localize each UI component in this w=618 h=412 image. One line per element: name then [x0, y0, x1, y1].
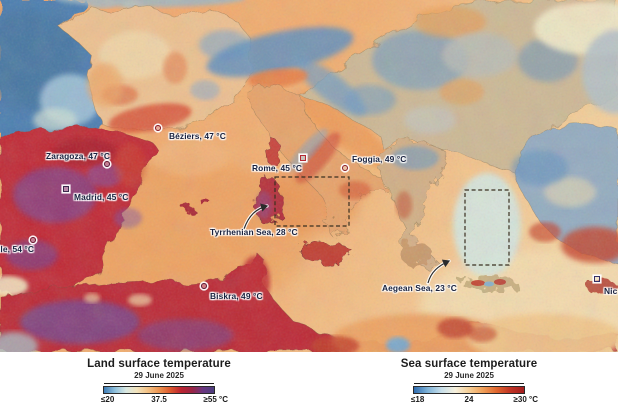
land-legend-title: Land surface temperature	[87, 358, 231, 370]
seville-partial-label: lle, 54 °C	[0, 244, 35, 254]
tyrrhenian-roi-box	[274, 176, 350, 227]
seville-partial-marker-circle-icon	[30, 237, 36, 243]
madrid-label: Madrid, 45 °C	[74, 192, 129, 202]
sea-legend-date: 29 June 2025	[444, 371, 494, 380]
land-legend-ticks: ≤20 37.5 ≥55 °C	[101, 395, 228, 405]
land-colorbar	[103, 386, 215, 394]
zaragoza-marker-circle-icon	[104, 161, 110, 167]
zaragoza-label: Zaragoza, 47 °C	[46, 151, 110, 161]
aegean-roi-box	[464, 189, 510, 266]
land-tick-max: ≥55 °C	[203, 395, 228, 404]
sea-unit: °C	[529, 395, 538, 404]
madrid-marker-square-icon	[63, 186, 69, 192]
land-legend: Land surface temperature 29 June 2025 ≤2…	[83, 352, 235, 412]
rome-label: Rome, 45 °C	[252, 163, 303, 173]
sea-legend: Sea surface temperature 29 June 2025 ≤18…	[393, 352, 545, 412]
nicosia-partial-marker-square-icon	[594, 276, 600, 282]
map-canvas	[0, 0, 618, 352]
land-unit: °C	[219, 395, 228, 404]
sea-legend-rule	[414, 383, 524, 384]
tyrrhenian-sea-label: Tyrrhenian Sea, 28 °C	[210, 227, 298, 237]
beziers-label: Béziers, 47 °C	[169, 131, 226, 141]
aegean-arrow	[426, 259, 451, 285]
sea-tick-min: ≤18	[411, 395, 425, 404]
land-legend-date: 29 June 2025	[134, 371, 184, 380]
biskra-marker-circle-icon	[201, 283, 207, 289]
foggia-label: Foggia, 49 °C	[352, 154, 407, 164]
land-tick-mid: 37.5	[151, 395, 167, 404]
sea-tick-max: ≥30 °C	[513, 395, 538, 404]
foggia-marker-circle-icon	[342, 165, 348, 171]
sea-legend-ticks: ≤18 24 ≥30 °C	[411, 395, 538, 405]
aegean-sea-label: Aegean Sea, 23 °C	[382, 283, 457, 293]
land-legend-rule	[104, 383, 214, 384]
rome-marker-square-icon	[300, 155, 306, 161]
biskra-label: Biskra, 49 °C	[210, 291, 263, 301]
beziers-marker-circle-icon	[155, 125, 161, 131]
land-tick-min: ≤20	[101, 395, 115, 404]
sea-colorbar	[413, 386, 525, 394]
grain-texture	[0, 0, 618, 352]
sea-legend-title: Sea surface temperature	[400, 358, 538, 370]
tyrrhenian-arrow	[242, 203, 269, 231]
nicosia-partial-label: Nic	[604, 286, 618, 296]
temperature-map: Béziers, 47 °C Zaragoza, 47 °C Madrid, 45 …	[0, 0, 618, 352]
sea-tick-mid: 24	[464, 395, 474, 404]
